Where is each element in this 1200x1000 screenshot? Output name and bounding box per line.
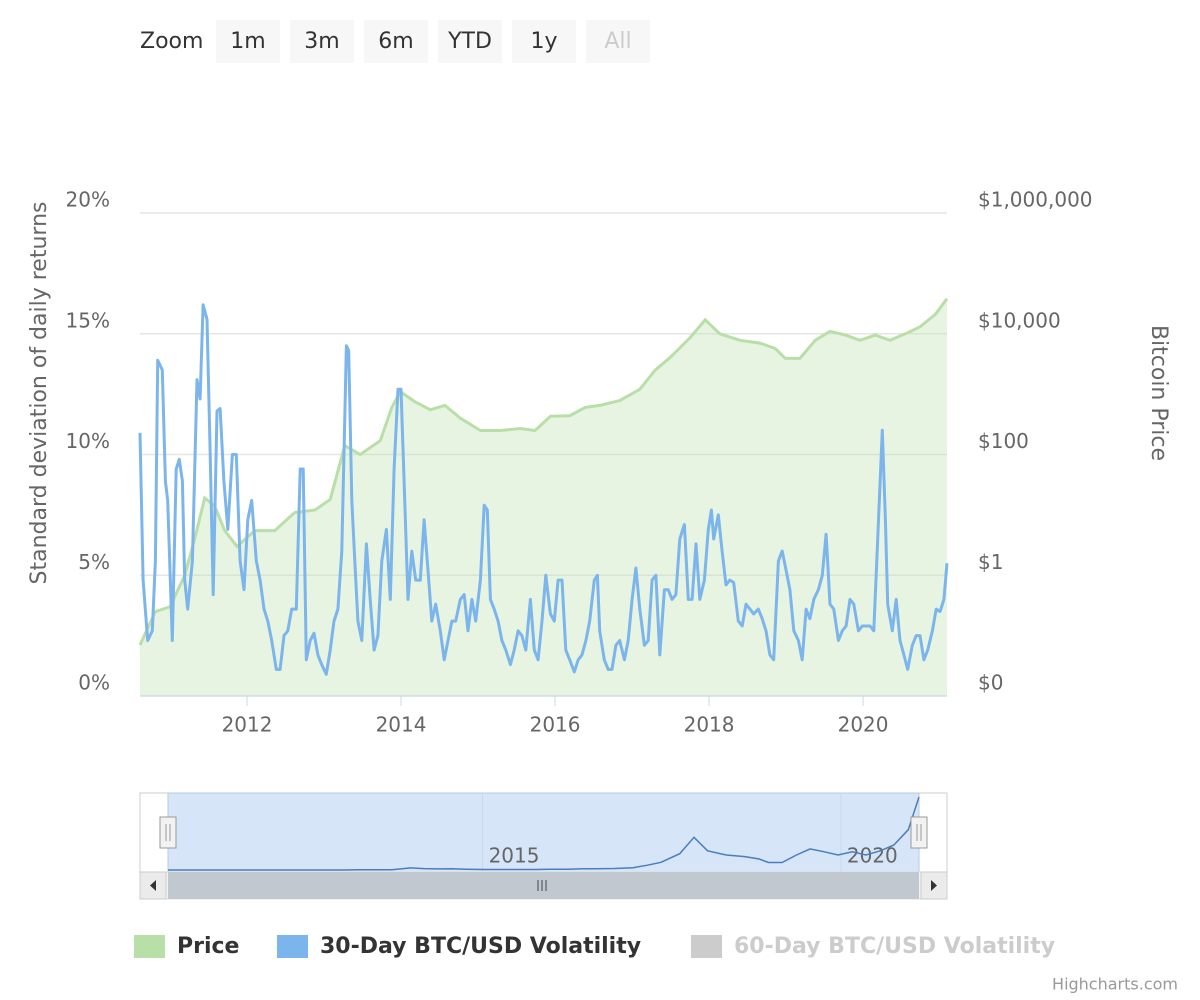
legend-swatch[interactable] bbox=[134, 935, 165, 958]
navigator-handle[interactable] bbox=[910, 816, 928, 849]
legend-label[interactable]: Price bbox=[177, 934, 239, 959]
navigator-tick-label: 2015 bbox=[489, 844, 540, 868]
zoom-button-label[interactable]: 1m bbox=[230, 29, 265, 54]
legend-item[interactable]: 30-Day BTC/USD Volatility bbox=[277, 934, 641, 959]
navigator-mask[interactable] bbox=[167, 792, 920, 873]
price-line bbox=[138, 297, 949, 646]
scrollbar-left-arrow[interactable] bbox=[150, 880, 156, 891]
zoom-button-label[interactable]: YTD bbox=[447, 29, 492, 54]
zoom-button[interactable]: 6m bbox=[364, 20, 428, 63]
y2-tick-label: $1 bbox=[978, 550, 1003, 574]
scrollbar-thumb[interactable] bbox=[168, 872, 919, 899]
zoom-label: Zoom bbox=[140, 29, 203, 54]
y2-tick-label: $0 bbox=[978, 671, 1003, 695]
x-tick-label: 2014 bbox=[376, 713, 427, 737]
y2-axis-title: Bitcoin Price bbox=[1146, 325, 1171, 461]
y-tick-label: 5% bbox=[78, 550, 110, 574]
legend-label[interactable]: 60-Day BTC/USD Volatility bbox=[734, 934, 1055, 959]
legend-label[interactable]: 30-Day BTC/USD Volatility bbox=[320, 934, 641, 959]
navigator-handle[interactable] bbox=[159, 816, 177, 849]
zoom-button-bg[interactable] bbox=[364, 20, 428, 63]
navigator-line bbox=[168, 796, 920, 871]
y-axis-title: Standard deviation of daily returns bbox=[27, 202, 52, 585]
zoom-button-bg[interactable] bbox=[290, 20, 354, 63]
zoom-button[interactable]: 1m bbox=[216, 20, 280, 63]
zoom-button-bg[interactable] bbox=[216, 20, 280, 63]
legend-swatch[interactable] bbox=[691, 935, 722, 958]
zoom-button-label[interactable]: All bbox=[604, 29, 631, 54]
zoom-button-bg[interactable] bbox=[438, 20, 502, 63]
scrollbar-right-arrow[interactable] bbox=[931, 880, 937, 891]
legend-swatch[interactable] bbox=[277, 935, 308, 958]
y-tick-label: 20% bbox=[66, 188, 110, 212]
price-area bbox=[140, 298, 947, 696]
y-tick-label: 10% bbox=[66, 429, 110, 453]
legend-item[interactable]: 60-Day BTC/USD Volatility bbox=[691, 934, 1055, 959]
zoom-button[interactable]: 1y bbox=[512, 20, 576, 63]
y2-tick-label: $1,000,000 bbox=[978, 188, 1093, 212]
zoom-button[interactable]: YTD bbox=[438, 20, 502, 63]
zoom-button[interactable]: 3m bbox=[290, 20, 354, 63]
zoom-button-label[interactable]: 3m bbox=[304, 29, 339, 54]
zoom-button-label[interactable]: 6m bbox=[378, 29, 413, 54]
y-tick-label: 0% bbox=[78, 671, 110, 695]
volatility-line bbox=[138, 303, 949, 676]
x-tick-label: 2020 bbox=[838, 713, 889, 737]
zoom-button-bg[interactable] bbox=[512, 20, 576, 63]
y2-tick-label: $100 bbox=[978, 429, 1029, 453]
y2-tick-label: $10,000 bbox=[978, 308, 1061, 332]
zoom-button-bg[interactable] bbox=[586, 20, 650, 63]
x-tick-label: 2016 bbox=[530, 713, 581, 737]
legend-item[interactable]: Price bbox=[134, 934, 239, 959]
x-tick-label: 2018 bbox=[684, 713, 735, 737]
zoom-button-label[interactable]: 1y bbox=[530, 29, 557, 54]
x-tick-label: 2012 bbox=[222, 713, 273, 737]
zoom-button[interactable]: All bbox=[586, 20, 650, 63]
credits[interactable]: Highcharts.com bbox=[1052, 975, 1178, 994]
y-tick-label: 15% bbox=[66, 308, 110, 332]
